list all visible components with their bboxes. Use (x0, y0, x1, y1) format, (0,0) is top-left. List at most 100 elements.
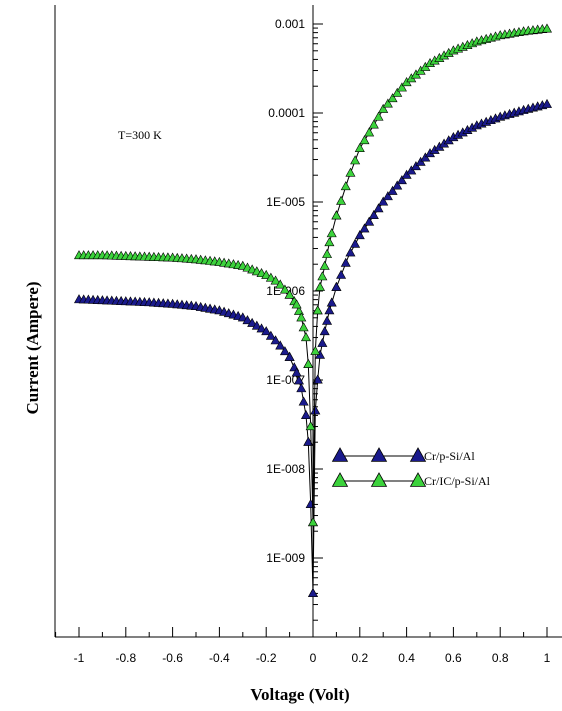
legend-label-2: Cr/IC/p-Si/Al (424, 474, 491, 488)
y-axis-title: Current (Ampere) (23, 282, 42, 415)
y-tick-label: 0.0001 (268, 106, 305, 120)
legend-label-1: Cr/p-Si/Al (424, 449, 475, 463)
data-point (265, 330, 276, 340)
data-point (312, 374, 323, 384)
data-point (324, 305, 335, 315)
legend-marker-1 (331, 447, 349, 462)
data-point (378, 103, 389, 113)
data-point (373, 203, 384, 213)
data-point (331, 281, 342, 291)
x-tick-label: -1 (74, 651, 85, 665)
data-point (265, 272, 276, 282)
data-point (354, 230, 365, 240)
data-point (291, 367, 302, 377)
data-point (387, 93, 398, 103)
data-point (270, 335, 281, 345)
data-point (322, 315, 333, 325)
x-tick-label: 1 (544, 651, 551, 665)
data-point (373, 111, 384, 121)
data-point (326, 228, 337, 238)
data-point (364, 127, 375, 137)
data-point (345, 247, 356, 257)
data-point (319, 326, 330, 336)
data-point (315, 281, 326, 291)
data-point (317, 337, 328, 347)
data-point (298, 396, 309, 406)
data-point (256, 323, 267, 333)
data-point (284, 289, 295, 299)
x-tick-label: -0.8 (115, 651, 136, 665)
x-tick-label: -0.6 (162, 651, 183, 665)
data-point (396, 82, 407, 92)
data-point (387, 185, 398, 195)
x-tick-label: 0 (310, 651, 317, 665)
data-point (382, 98, 393, 108)
x-tick-label: 0.6 (445, 651, 462, 665)
data-point (296, 312, 307, 322)
data-point (326, 297, 337, 307)
data-point (336, 195, 347, 205)
data-point (350, 238, 361, 248)
data-point (237, 312, 248, 322)
data-point (331, 210, 342, 220)
x-tick-label: 0.2 (351, 651, 368, 665)
ticks: -1 -0.8 -0.6 -0.4 -0.2 0 0.2 0.4 0.6 0.8 1 1E-009 1E… (55, 17, 551, 665)
data-point (319, 260, 330, 270)
data-point (359, 223, 370, 233)
data-point (275, 340, 286, 350)
data-point (364, 216, 375, 226)
data-point (396, 175, 407, 185)
y-tick-label: 0.001 (275, 17, 305, 31)
data-point (345, 167, 356, 177)
data-point (307, 517, 319, 527)
data-point (359, 135, 370, 145)
data-point (310, 345, 321, 355)
data-point (368, 209, 379, 219)
data-point (261, 326, 272, 336)
series-1 (73, 98, 553, 597)
temperature-annotation: T=300 K (118, 128, 162, 142)
x-tick-label: 0.8 (492, 651, 509, 665)
data-point (300, 409, 311, 419)
axes (54, 5, 562, 638)
data-point (251, 320, 262, 330)
data-point (350, 155, 361, 165)
y-tick-label: 1E-009 (266, 551, 305, 565)
data-point (270, 275, 281, 285)
data-point (305, 421, 316, 431)
data-point (392, 87, 403, 97)
legend-marker-1 (409, 447, 427, 462)
data-point (275, 279, 286, 289)
data-point (541, 23, 553, 33)
data-point (354, 142, 365, 152)
data-point (261, 269, 272, 279)
data-point (284, 351, 295, 361)
data-point (340, 257, 351, 267)
data-point (378, 196, 389, 206)
data-point (322, 248, 333, 258)
data-point (291, 299, 302, 309)
data-point (293, 375, 304, 385)
x-axis-title: Voltage (Volt) (250, 685, 349, 704)
x-tick-label: -0.2 (256, 651, 277, 665)
data-point (317, 271, 328, 281)
data-point (242, 315, 253, 325)
data-point (312, 305, 323, 315)
data-point (382, 191, 393, 201)
legend-marker-2 (331, 472, 349, 487)
legend: Cr/p-Si/Al Cr/IC/p-Si/Al (331, 447, 491, 488)
data-point (247, 317, 258, 327)
data-point (279, 346, 290, 356)
data-point (541, 98, 553, 108)
y-tick-label: 1E-005 (266, 195, 305, 209)
data-point (340, 181, 351, 191)
data-point (324, 237, 335, 247)
data-point (300, 332, 311, 342)
data-point (279, 284, 290, 294)
data-point (307, 587, 319, 597)
legend-marker-2 (409, 472, 427, 487)
data-point (310, 405, 321, 415)
data-point (392, 180, 403, 190)
data-point (296, 383, 307, 393)
